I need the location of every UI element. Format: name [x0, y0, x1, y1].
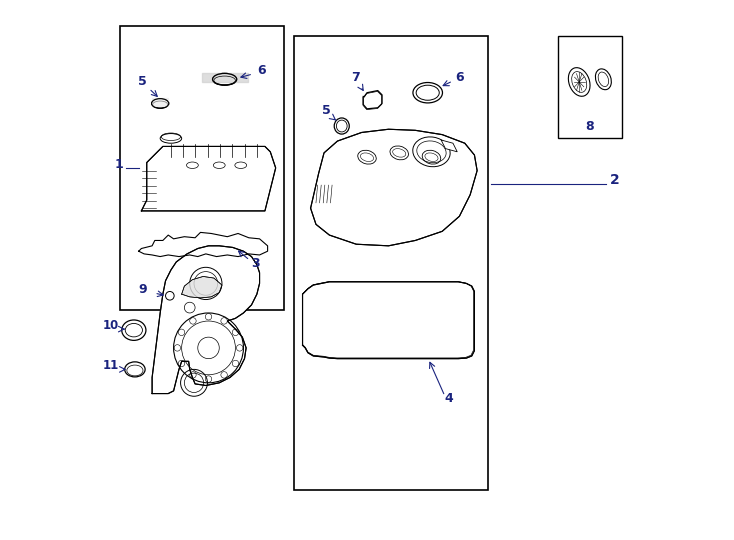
Text: 3: 3	[252, 258, 260, 271]
Polygon shape	[310, 129, 477, 246]
Text: 11: 11	[103, 360, 119, 373]
Text: 5: 5	[321, 104, 330, 117]
Text: 10: 10	[103, 319, 119, 332]
Text: 5: 5	[138, 75, 147, 87]
Text: 4: 4	[445, 392, 454, 404]
Polygon shape	[441, 140, 457, 152]
Text: 6: 6	[456, 71, 465, 84]
Polygon shape	[152, 246, 260, 394]
Text: 7: 7	[352, 71, 360, 84]
Text: 2: 2	[611, 173, 620, 187]
Text: 6: 6	[257, 64, 266, 77]
Polygon shape	[181, 276, 222, 298]
Text: 8: 8	[586, 120, 595, 133]
Text: 9: 9	[138, 283, 147, 296]
Polygon shape	[302, 282, 474, 359]
Text: 1: 1	[115, 158, 123, 171]
Polygon shape	[142, 146, 276, 211]
